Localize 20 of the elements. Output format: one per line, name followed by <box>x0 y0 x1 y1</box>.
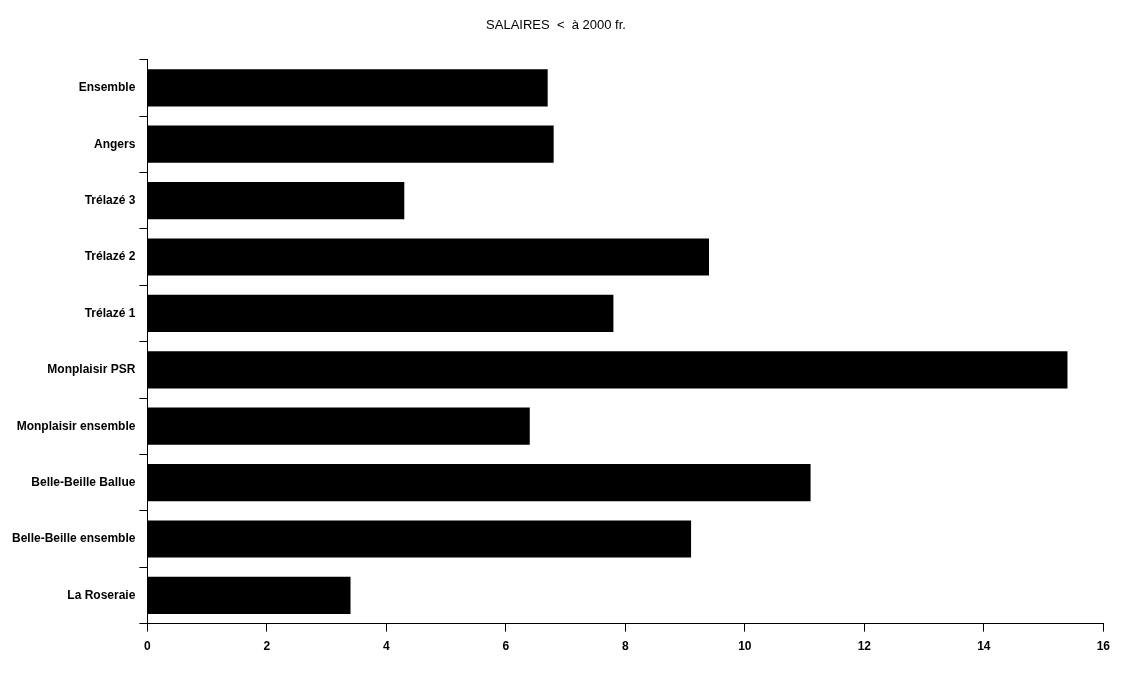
y-tick-label: Belle-Beille Ballue <box>31 474 136 489</box>
x-tick-label: 2 <box>263 639 271 654</box>
x-tick-label: 8 <box>622 639 630 654</box>
y-tick-label: Belle-Beille ensemble <box>12 531 136 546</box>
x-tick-label: 6 <box>502 639 510 654</box>
y-tick-label: Angers <box>94 136 136 151</box>
y-tick-label: Trélazé 2 <box>84 249 136 264</box>
x-tick-label: 14 <box>977 639 991 654</box>
y-tick-label: Trélazé 3 <box>84 192 136 207</box>
x-tick-label: 16 <box>1096 639 1111 654</box>
y-tick-label: Ensemble <box>78 80 136 95</box>
y-tick-label: Trélazé 1 <box>84 305 136 320</box>
x-tick-label: 4 <box>383 639 391 654</box>
x-tick-label: 10 <box>738 639 752 654</box>
y-tick-label: La Roseraie <box>67 587 136 602</box>
x-tick-label: 12 <box>857 639 872 654</box>
x-tick-label: 0 <box>144 639 152 654</box>
y-tick-label: Monplaisir ensemble <box>16 418 136 433</box>
chart-title: SALAIRES < à 2000 fr. <box>486 17 626 33</box>
y-tick-label: Monplaisir PSR <box>47 362 136 377</box>
